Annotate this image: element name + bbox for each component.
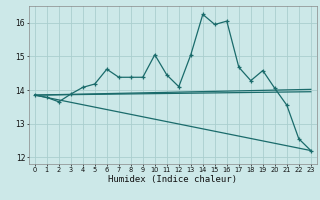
X-axis label: Humidex (Indice chaleur): Humidex (Indice chaleur): [108, 175, 237, 184]
